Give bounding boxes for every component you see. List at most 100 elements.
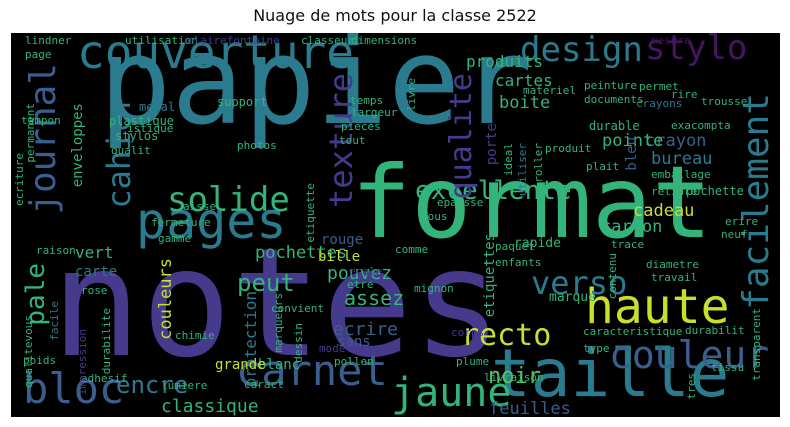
word: durabilite bbox=[100, 308, 113, 375]
word: gamme bbox=[158, 232, 192, 245]
word: chimie bbox=[175, 329, 215, 342]
word: travail bbox=[651, 271, 698, 284]
word: classique bbox=[161, 396, 259, 417]
word: produits bbox=[466, 52, 544, 71]
word: feuilles bbox=[489, 399, 571, 418]
word: lindner bbox=[25, 34, 72, 47]
word: couleur bbox=[609, 333, 770, 377]
word: contenu bbox=[606, 253, 619, 300]
word: vert bbox=[75, 243, 114, 262]
word: photos bbox=[237, 139, 277, 152]
chart-title: Nuage de mots pour la classe 2522 bbox=[253, 6, 537, 25]
word: rose bbox=[81, 284, 108, 297]
word: adhesif bbox=[81, 372, 128, 385]
word: crayon bbox=[645, 131, 707, 151]
word: porte bbox=[484, 123, 500, 166]
word: tres bbox=[685, 373, 698, 400]
word: stylo bbox=[645, 33, 748, 68]
word: bleu bbox=[624, 137, 640, 171]
word: rouge bbox=[321, 232, 364, 248]
word: qualite bbox=[444, 73, 479, 200]
word: classeur bbox=[301, 34, 354, 47]
word: diametre bbox=[646, 258, 699, 271]
word: jaune bbox=[391, 370, 512, 416]
word: notes bbox=[51, 217, 503, 391]
word: roller bbox=[532, 143, 545, 183]
word: stylos bbox=[115, 129, 159, 143]
word: pieces bbox=[341, 120, 381, 133]
word: caracteristique bbox=[583, 325, 683, 338]
word: recto bbox=[461, 318, 552, 353]
word: durabilit bbox=[685, 324, 745, 337]
word: impression bbox=[76, 329, 89, 396]
word: permet bbox=[639, 80, 679, 93]
word: bloc bbox=[23, 364, 125, 413]
word: convient bbox=[271, 302, 324, 315]
word: raison bbox=[36, 244, 76, 257]
word: poids bbox=[23, 354, 57, 367]
word: fermeture bbox=[151, 216, 211, 229]
word: cadeau bbox=[633, 201, 695, 221]
word: trace bbox=[611, 238, 645, 251]
word: type bbox=[583, 342, 610, 355]
word: mesure bbox=[651, 34, 691, 47]
word: support bbox=[217, 95, 268, 109]
word: ecrire bbox=[333, 319, 399, 340]
word: pochette bbox=[686, 184, 744, 198]
word: qualit bbox=[111, 144, 151, 157]
word: etre bbox=[347, 278, 374, 291]
word: neuf bbox=[721, 228, 748, 241]
word: tampon bbox=[21, 114, 61, 127]
word: pochettes bbox=[255, 243, 348, 263]
word: facile bbox=[48, 301, 61, 341]
word: plait bbox=[586, 160, 620, 173]
word: livre bbox=[405, 78, 418, 112]
word: enveloppes bbox=[70, 103, 86, 188]
word: tout bbox=[339, 134, 366, 147]
word: materiel bbox=[523, 84, 576, 97]
word: aisse bbox=[183, 200, 217, 213]
word: dessin bbox=[292, 323, 305, 363]
word: encre bbox=[116, 371, 189, 399]
word: emballage bbox=[651, 168, 711, 181]
word: solide bbox=[167, 180, 290, 220]
word: durable bbox=[589, 119, 640, 133]
word: blanc bbox=[258, 357, 301, 373]
word: etiquette bbox=[304, 183, 317, 243]
word: boite bbox=[499, 93, 551, 113]
word: qualitevous bbox=[22, 315, 35, 388]
word: rire bbox=[671, 88, 698, 101]
word: rapide bbox=[514, 236, 561, 251]
word: plume bbox=[456, 355, 490, 368]
word: transparent bbox=[750, 308, 763, 381]
word: grande bbox=[215, 357, 266, 373]
word: carte bbox=[75, 264, 118, 280]
word: tissu bbox=[711, 361, 745, 374]
word: corps bbox=[451, 326, 485, 339]
word: sans bbox=[337, 334, 371, 350]
word: bureau bbox=[651, 149, 713, 169]
word: trousse bbox=[701, 95, 748, 108]
word: taille bbox=[491, 335, 730, 412]
word: cartes bbox=[495, 71, 553, 90]
word: reliure bbox=[651, 185, 698, 198]
word: bille bbox=[318, 249, 361, 265]
word: caract bbox=[244, 378, 284, 391]
word: temps bbox=[350, 94, 384, 107]
word: ecole bbox=[349, 265, 383, 278]
word: utilisation bbox=[125, 34, 198, 47]
word: largeur bbox=[351, 106, 398, 119]
word: carton bbox=[601, 217, 663, 237]
word: metal bbox=[139, 100, 176, 114]
word: istique bbox=[127, 122, 174, 135]
word: ecriture bbox=[13, 153, 26, 206]
word: facilement bbox=[736, 93, 777, 310]
word: lumiere bbox=[161, 379, 208, 392]
word: crayons bbox=[636, 97, 683, 110]
word: dimensions bbox=[351, 34, 418, 47]
word-cloud: papier notes format taille carnet couver… bbox=[11, 33, 780, 417]
word: pages bbox=[136, 192, 287, 250]
word: papier bbox=[99, 33, 533, 152]
word: clairefontaine bbox=[187, 34, 280, 47]
word: exacompta bbox=[671, 119, 731, 132]
